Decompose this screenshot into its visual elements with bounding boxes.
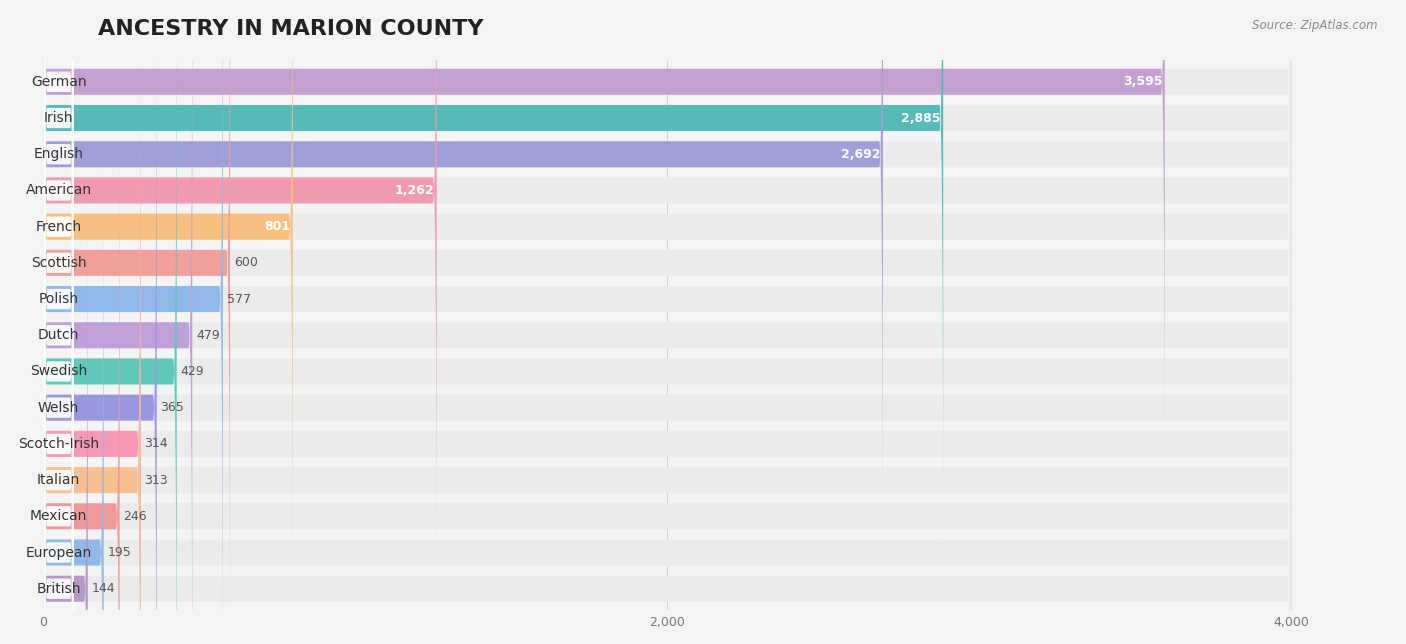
FancyBboxPatch shape	[42, 0, 177, 644]
Text: 1,262: 1,262	[395, 184, 434, 197]
FancyBboxPatch shape	[44, 0, 73, 615]
Text: 246: 246	[124, 510, 148, 523]
FancyBboxPatch shape	[42, 131, 1291, 644]
FancyBboxPatch shape	[44, 0, 73, 506]
Text: Source: ZipAtlas.com: Source: ZipAtlas.com	[1253, 19, 1378, 32]
FancyBboxPatch shape	[44, 0, 73, 470]
FancyBboxPatch shape	[44, 92, 73, 644]
FancyBboxPatch shape	[42, 0, 224, 644]
FancyBboxPatch shape	[42, 0, 1291, 644]
FancyBboxPatch shape	[42, 59, 1291, 644]
FancyBboxPatch shape	[44, 0, 73, 644]
Text: American: American	[25, 184, 91, 198]
Text: 577: 577	[226, 292, 250, 305]
Text: 314: 314	[145, 437, 169, 450]
FancyBboxPatch shape	[42, 59, 141, 644]
FancyBboxPatch shape	[42, 23, 1291, 644]
FancyBboxPatch shape	[42, 167, 87, 644]
FancyBboxPatch shape	[44, 0, 73, 433]
FancyBboxPatch shape	[44, 237, 73, 644]
Text: 3,595: 3,595	[1123, 75, 1163, 88]
FancyBboxPatch shape	[42, 0, 437, 612]
Text: British: British	[37, 582, 80, 596]
FancyBboxPatch shape	[42, 131, 104, 644]
FancyBboxPatch shape	[44, 128, 73, 644]
FancyBboxPatch shape	[42, 0, 1291, 644]
FancyBboxPatch shape	[42, 0, 1291, 503]
FancyBboxPatch shape	[42, 0, 1291, 644]
FancyBboxPatch shape	[42, 0, 1291, 576]
FancyBboxPatch shape	[42, 0, 193, 644]
Text: Swedish: Swedish	[30, 365, 87, 379]
FancyBboxPatch shape	[42, 0, 1291, 644]
Text: Polish: Polish	[38, 292, 79, 306]
FancyBboxPatch shape	[44, 200, 73, 644]
Text: 479: 479	[195, 329, 219, 342]
Text: Welsh: Welsh	[38, 401, 79, 415]
FancyBboxPatch shape	[42, 0, 1291, 644]
FancyBboxPatch shape	[42, 0, 231, 644]
Text: Scotch-Irish: Scotch-Irish	[18, 437, 100, 451]
Text: Mexican: Mexican	[30, 509, 87, 524]
FancyBboxPatch shape	[44, 0, 73, 542]
Text: Italian: Italian	[37, 473, 80, 487]
Text: Scottish: Scottish	[31, 256, 86, 270]
FancyBboxPatch shape	[44, 164, 73, 644]
FancyBboxPatch shape	[42, 0, 1291, 540]
Text: European: European	[25, 545, 91, 560]
Text: 2,885: 2,885	[901, 111, 941, 124]
Text: 313: 313	[145, 473, 167, 487]
FancyBboxPatch shape	[42, 0, 292, 644]
Text: 144: 144	[91, 582, 115, 595]
Text: French: French	[35, 220, 82, 234]
Text: 429: 429	[180, 365, 204, 378]
Text: 195: 195	[107, 546, 131, 559]
FancyBboxPatch shape	[44, 56, 73, 644]
Text: English: English	[34, 147, 83, 161]
Text: Dutch: Dutch	[38, 328, 79, 342]
FancyBboxPatch shape	[44, 0, 73, 578]
FancyBboxPatch shape	[42, 95, 1291, 644]
FancyBboxPatch shape	[42, 0, 156, 644]
Text: 2,692: 2,692	[841, 147, 880, 161]
FancyBboxPatch shape	[42, 23, 141, 644]
FancyBboxPatch shape	[42, 0, 883, 576]
Text: 600: 600	[233, 256, 257, 269]
FancyBboxPatch shape	[44, 19, 73, 644]
Text: Irish: Irish	[44, 111, 73, 125]
Text: German: German	[31, 75, 86, 89]
FancyBboxPatch shape	[42, 95, 120, 644]
FancyBboxPatch shape	[42, 0, 1291, 644]
FancyBboxPatch shape	[42, 0, 1164, 503]
FancyBboxPatch shape	[42, 167, 1291, 644]
Text: ANCESTRY IN MARION COUNTY: ANCESTRY IN MARION COUNTY	[98, 19, 484, 39]
Text: 365: 365	[160, 401, 184, 414]
FancyBboxPatch shape	[42, 0, 943, 540]
FancyBboxPatch shape	[44, 0, 73, 644]
FancyBboxPatch shape	[42, 0, 1291, 612]
Text: 801: 801	[264, 220, 290, 233]
